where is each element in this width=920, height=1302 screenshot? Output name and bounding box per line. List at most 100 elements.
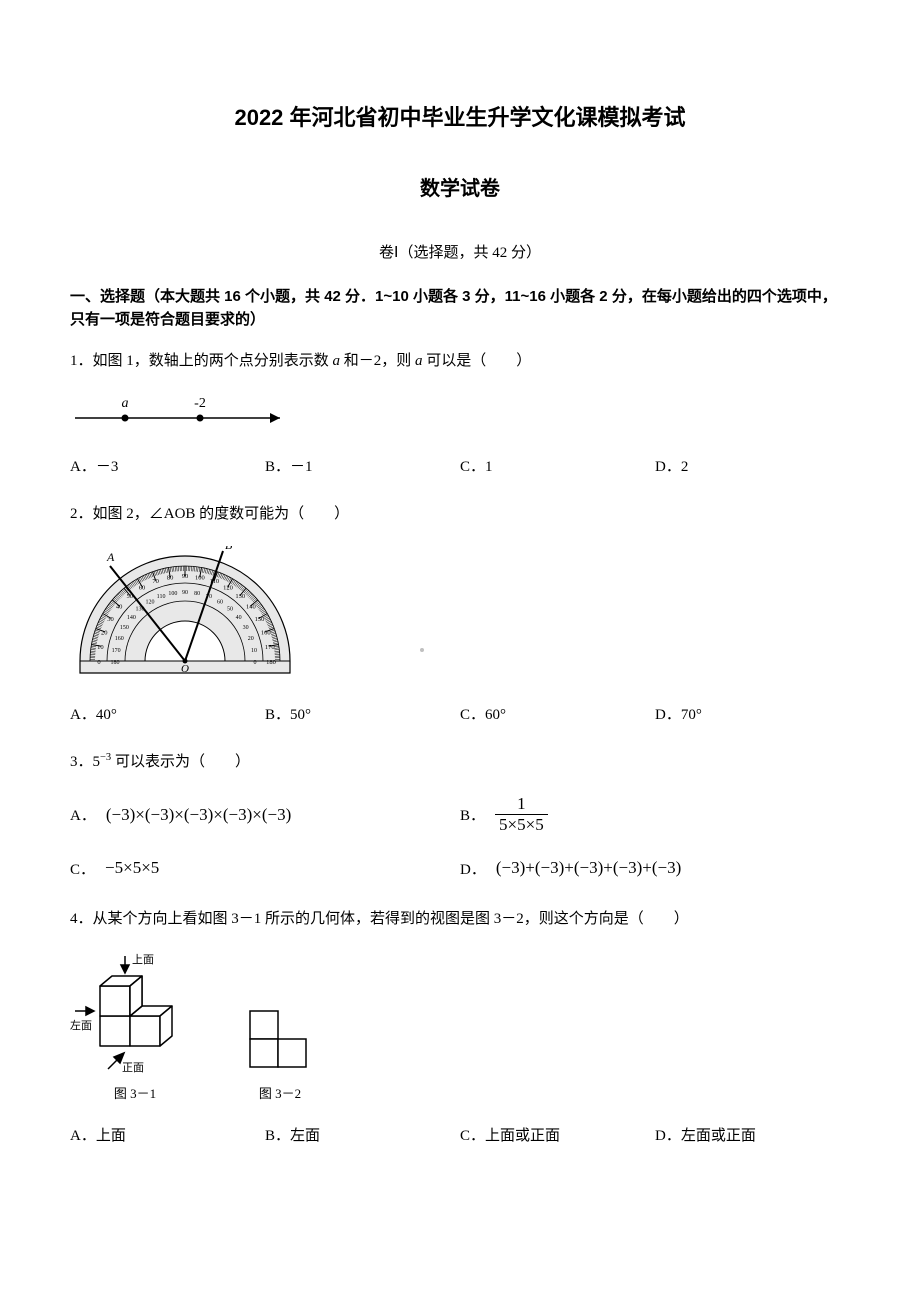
svg-text:10: 10 — [251, 648, 257, 654]
svg-text:80: 80 — [194, 591, 200, 597]
q4-opt-d: D．左面或正面 — [655, 1124, 850, 1145]
q3-exp: −3 — [100, 752, 111, 763]
q4-opt-c: C．上面或正面 — [460, 1124, 655, 1145]
q3-opt-a: A． (−3)×(−3)×(−3)×(−3)×(−3) — [70, 804, 460, 825]
q3-opt-c-label: C． — [70, 858, 95, 879]
q3-opt-b-frac: 1 5×5×5 — [495, 794, 548, 836]
q4-label-left: 左面 — [70, 1019, 92, 1032]
q4-stem: 4．从某个方向上看如图 3－1 所示的几何体，若得到的视图是图 3－2，则这个方… — [70, 907, 850, 931]
q2-opt-c: C．60° — [460, 703, 655, 724]
svg-text:150: 150 — [255, 616, 265, 623]
svg-text:140: 140 — [246, 604, 256, 611]
q2-text: 2．如图 2，∠AOB 的度数可能为（ ） — [70, 506, 349, 522]
q2-label-b: B — [225, 546, 233, 552]
decorative-dot — [420, 648, 424, 652]
svg-text:140: 140 — [127, 615, 136, 621]
q3-opt-b: B． 1 5×5×5 — [460, 794, 850, 836]
q3-text-pre: 3．5 — [70, 754, 100, 770]
q4-figure: 上面 左面 正面 图 3－1 图 3－2 — [70, 951, 850, 1102]
q3-opt-b-den: 5×5×5 — [495, 815, 548, 835]
q3-opt-d-label: D． — [460, 858, 486, 879]
q1-opt-b: B．－1 — [265, 455, 460, 476]
q2-options: A．40° B．50° C．60° D．70° — [70, 703, 850, 724]
svg-text:150: 150 — [120, 625, 129, 631]
q4-fig32-caption: 图 3－2 — [240, 1083, 320, 1102]
q3-opt-d-expr: (−3)+(−3)+(−3)+(−3)+(−3) — [496, 858, 681, 878]
q2-protractor-svg: 0 180 10 170 20 160 30 150 40 140 50130 60 120 70 110 8… — [70, 546, 300, 681]
exam-title: 2022 年河北省初中毕业生升学文化课模拟考试 — [70, 100, 850, 132]
q3-opt-a-label: A． — [70, 804, 96, 825]
q1-opt-a: A．－3 — [70, 455, 265, 476]
svg-text:160: 160 — [261, 630, 271, 637]
svg-text:60: 60 — [217, 599, 223, 605]
q1-stem: 1．如图 1，数轴上的两个点分别表示数 a 和－2，则 a 可以是（ ） — [70, 349, 850, 373]
svg-text:90: 90 — [182, 573, 189, 580]
svg-text:160: 160 — [115, 636, 124, 642]
section-instructions: 一、选择题（本大题共 16 个小题，共 42 分．1~10 小题各 3 分，11… — [70, 286, 850, 331]
svg-text:120: 120 — [146, 599, 155, 605]
q4-options: A．上面 B．左面 C．上面或正面 D．左面或正面 — [70, 1124, 850, 1145]
svg-text:70: 70 — [152, 578, 159, 585]
q3-opt-c: C． −5×5×5 — [70, 858, 460, 879]
q1-var-a2: a — [415, 353, 423, 369]
q4-label-front: 正面 — [122, 1062, 144, 1074]
svg-text:40: 40 — [236, 615, 242, 621]
subject-title: 数学试卷 — [70, 172, 850, 201]
svg-text:120: 120 — [223, 585, 233, 592]
svg-text:0: 0 — [97, 659, 100, 666]
q2-stem: 2．如图 2，∠AOB 的度数可能为（ ） — [70, 502, 850, 526]
q1-label-neg2: -2 — [194, 396, 206, 411]
q2-figure: 0 180 10 170 20 160 30 150 40 140 50130 60 120 70 110 8… — [70, 546, 850, 681]
svg-text:50: 50 — [227, 606, 233, 612]
svg-text:170: 170 — [112, 648, 121, 654]
svg-text:20: 20 — [101, 630, 108, 637]
q1-numberline-svg: a -2 — [70, 393, 300, 433]
q3-opt-c-expr: −5×5×5 — [105, 858, 159, 878]
q4-label-top: 上面 — [132, 953, 154, 966]
q4-fig32: 图 3－2 — [240, 1001, 320, 1102]
q1-label-a: a — [122, 396, 129, 411]
svg-text:180: 180 — [266, 659, 276, 666]
q4-fig31-caption: 图 3－1 — [70, 1083, 200, 1102]
q2-opt-b: B．50° — [265, 703, 460, 724]
q1-options: A．－3 B．－1 C．1 D．2 — [70, 455, 850, 476]
svg-text:30: 30 — [243, 625, 249, 631]
q3-opt-b-num: 1 — [495, 794, 548, 815]
q1-text-pre: 1．如图 1，数轴上的两个点分别表示数 — [70, 353, 333, 369]
svg-text:170: 170 — [265, 644, 275, 651]
q3-opt-b-label: B． — [460, 804, 485, 825]
q1-opt-c: C．1 — [460, 455, 655, 476]
svg-text:100: 100 — [195, 574, 205, 581]
svg-text:20: 20 — [248, 636, 254, 642]
q2-label-o: O — [181, 663, 189, 675]
svg-text:40: 40 — [116, 604, 123, 611]
svg-text:90: 90 — [182, 590, 188, 596]
q1-opt-d: D．2 — [655, 455, 850, 476]
q1-text-post: 可以是（ ） — [423, 353, 532, 369]
svg-text:110: 110 — [157, 594, 166, 600]
q2-label-a: A — [106, 550, 115, 564]
q3-options: A． (−3)×(−3)×(−3)×(−3)×(−3) B． 1 5×5×5 C… — [70, 794, 850, 879]
q2-opt-a: A．40° — [70, 703, 265, 724]
q3-opt-a-expr: (−3)×(−3)×(−3)×(−3)×(−3) — [106, 805, 291, 825]
q3-stem: 3．5−3 可以表示为（ ） — [70, 750, 850, 774]
q4-fig31: 上面 左面 正面 图 3－1 — [70, 951, 200, 1102]
section-label: 卷Ⅰ（选择题，共 42 分） — [70, 241, 850, 262]
svg-text:30: 30 — [107, 616, 114, 623]
svg-text:80: 80 — [167, 574, 174, 581]
q4-opt-b: B．左面 — [265, 1124, 460, 1145]
svg-text:10: 10 — [97, 644, 104, 651]
q2-opt-d: D．70° — [655, 703, 850, 724]
q4-fig31-svg: 上面 左面 正面 — [70, 951, 200, 1081]
q1-var-a1: a — [333, 353, 341, 369]
q3-text-post: 可以表示为（ ） — [111, 754, 250, 770]
q4-fig32-svg — [240, 1001, 320, 1081]
svg-text:100: 100 — [168, 591, 177, 597]
svg-text:60: 60 — [139, 585, 146, 592]
q4-opt-a: A．上面 — [70, 1124, 265, 1145]
svg-text:130: 130 — [235, 593, 245, 600]
q4-text: 4．从某个方向上看如图 3－1 所示的几何体，若得到的视图是图 3－2，则这个方… — [70, 911, 689, 927]
q1-text-mid: 和－2，则 — [340, 353, 415, 369]
q3-opt-d: D． (−3)+(−3)+(−3)+(−3)+(−3) — [460, 858, 850, 879]
q1-figure: a -2 — [70, 393, 850, 433]
